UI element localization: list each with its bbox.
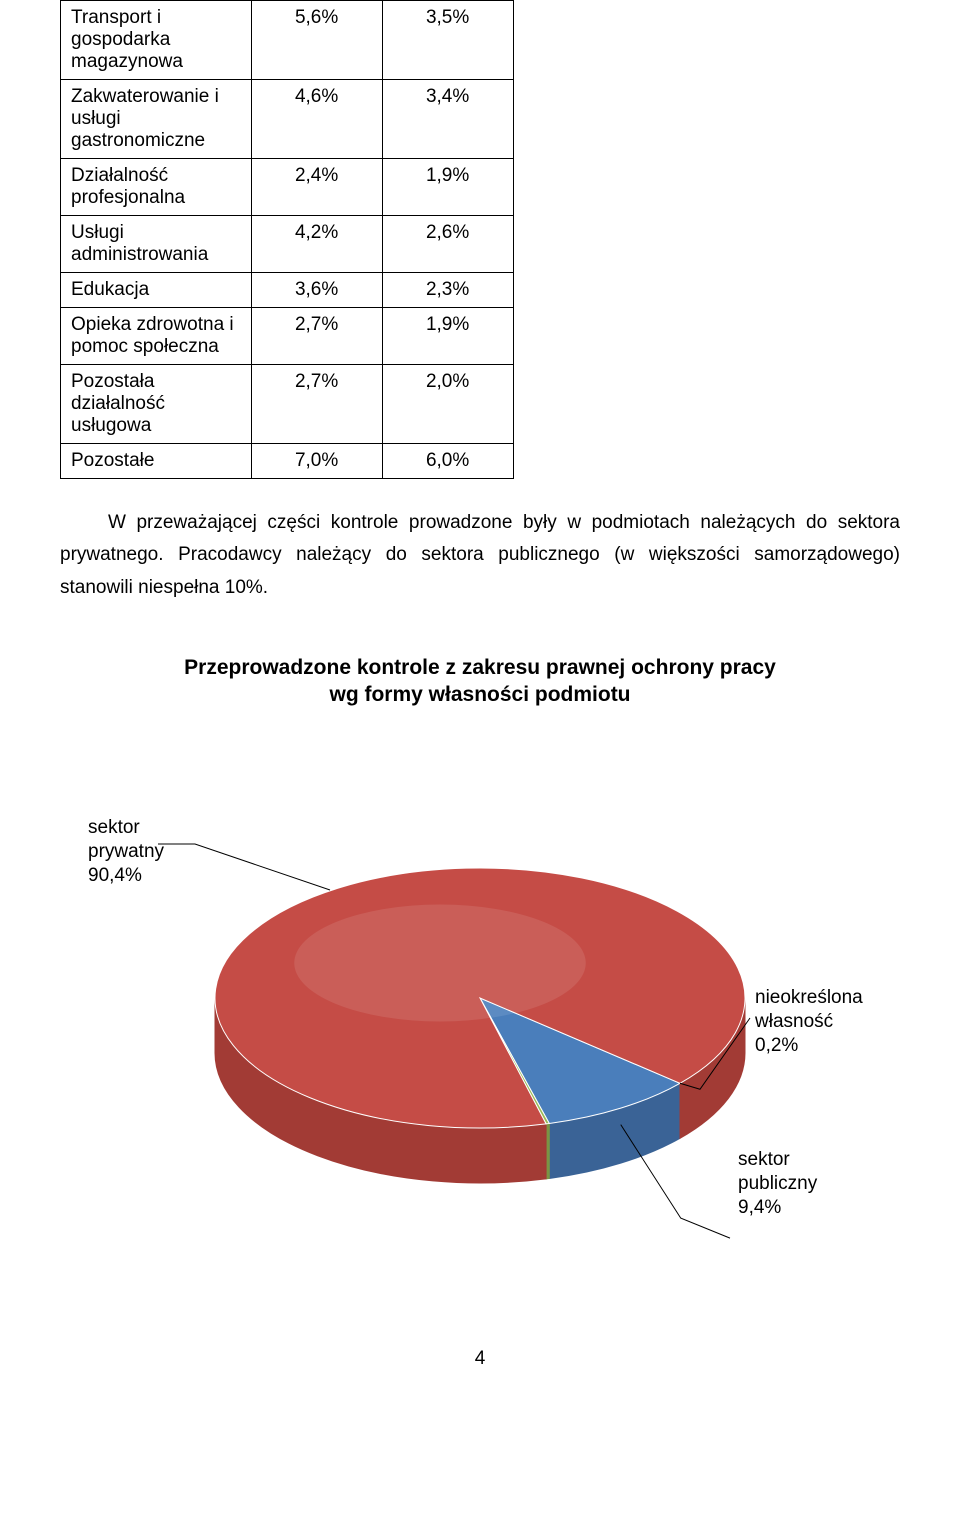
row-col1: 4,6%: [251, 80, 382, 159]
label-private-line2: prywatny: [88, 841, 164, 862]
label-public-value: 9,4%: [738, 1197, 781, 1218]
label-public-line1: sektor: [738, 1149, 790, 1170]
paragraph-text: W przeważającej części kontrole prowadzo…: [60, 512, 900, 598]
row-col1: 2,7%: [251, 365, 382, 444]
label-public: sektor publiczny 9,4%: [738, 1148, 817, 1219]
label-public-line2: publiczny: [738, 1173, 817, 1194]
table-row: Pozostałe7,0%6,0%: [61, 444, 514, 479]
table-row: Działalność profesjonalna2,4%1,9%: [61, 159, 514, 216]
label-private-line1: sektor: [88, 817, 140, 838]
row-col2: 2,6%: [382, 216, 513, 273]
label-undefined-line1: nieokreślona: [755, 987, 863, 1008]
row-col1: 2,4%: [251, 159, 382, 216]
row-col2: 6,0%: [382, 444, 513, 479]
row-label: Działalność profesjonalna: [61, 159, 252, 216]
row-col2: 1,9%: [382, 159, 513, 216]
table-row: Edukacja3,6%2,3%: [61, 273, 514, 308]
table-row: Transport i gospodarka magazynowa5,6%3,5…: [61, 1, 514, 80]
row-col1: 3,6%: [251, 273, 382, 308]
label-undefined-line2: własność: [755, 1011, 833, 1032]
row-label: Edukacja: [61, 273, 252, 308]
page-number: 4: [60, 1348, 900, 1370]
row-col2: 1,9%: [382, 308, 513, 365]
row-col1: 2,7%: [251, 308, 382, 365]
row-label: Opieka zdrowotna i pomoc społeczna: [61, 308, 252, 365]
data-table: Transport i gospodarka magazynowa5,6%3,5…: [60, 0, 514, 479]
row-col1: 7,0%: [251, 444, 382, 479]
table-row: Usługi administrowania4,2%2,6%: [61, 216, 514, 273]
row-col1: 4,2%: [251, 216, 382, 273]
row-label: Usługi administrowania: [61, 216, 252, 273]
table-row: Zakwaterowanie i usługi gastronomiczne4,…: [61, 80, 514, 159]
body-paragraph: W przeważającej części kontrole prowadzo…: [60, 507, 900, 604]
row-col1: 5,6%: [251, 1, 382, 80]
chart-title-line1: Przeprowadzone kontrole z zakresu prawne…: [184, 656, 776, 679]
row-label: Transport i gospodarka magazynowa: [61, 1, 252, 80]
row-col2: 3,5%: [382, 1, 513, 80]
chart-title: Przeprowadzone kontrole z zakresu prawne…: [60, 654, 900, 709]
row-label: Pozostała działalność usługowa: [61, 365, 252, 444]
label-undefined: nieokreślona własność 0,2%: [755, 986, 863, 1057]
label-private-value: 90,4%: [88, 865, 142, 886]
chart-title-line2: wg formy własności podmiotu: [329, 683, 630, 706]
chart-area: sektor prywatny 90,4% nieokreślona własn…: [60, 748, 900, 1268]
row-col2: 2,3%: [382, 273, 513, 308]
row-col2: 3,4%: [382, 80, 513, 159]
chart-block: Przeprowadzone kontrole z zakresu prawne…: [60, 654, 900, 1269]
row-label: Zakwaterowanie i usługi gastronomiczne: [61, 80, 252, 159]
label-private: sektor prywatny 90,4%: [88, 816, 164, 887]
row-label: Pozostałe: [61, 444, 252, 479]
label-undefined-value: 0,2%: [755, 1035, 798, 1056]
table-row: Pozostała działalność usługowa2,7%2,0%: [61, 365, 514, 444]
row-col2: 2,0%: [382, 365, 513, 444]
table-row: Opieka zdrowotna i pomoc społeczna2,7%1,…: [61, 308, 514, 365]
